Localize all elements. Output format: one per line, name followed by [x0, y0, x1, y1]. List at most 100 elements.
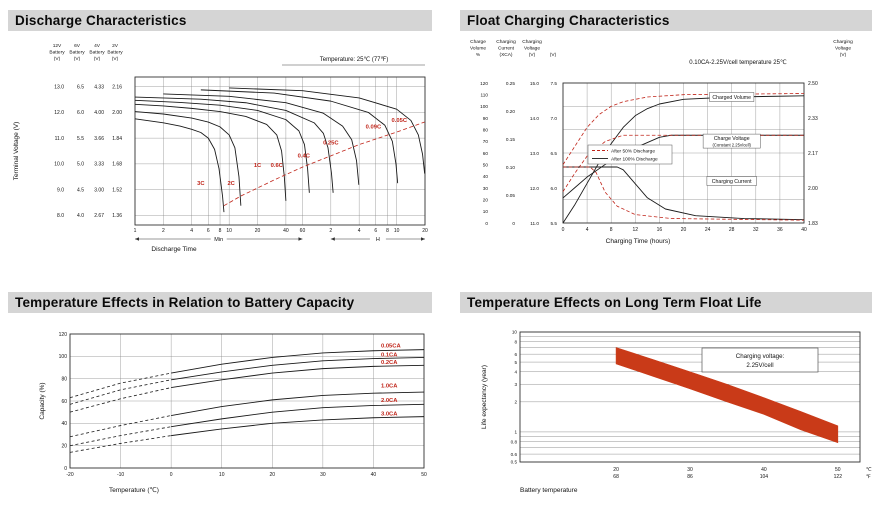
series-label: Charge Voltage: [714, 136, 750, 142]
voltage-tick-label: 10.0: [54, 162, 64, 168]
left-axis-tick: 90: [483, 116, 489, 121]
x-tick: -10: [117, 472, 124, 478]
rate-label: 0.05CA: [381, 343, 401, 349]
x-tick-fahrenheit: 104: [760, 474, 769, 480]
right-axis-tick: 1.83: [808, 221, 818, 227]
voltage-tick-label: 3.33: [94, 162, 104, 168]
rate-label: 1.0CA: [381, 384, 398, 390]
left-axis-tick: 6.5: [550, 151, 557, 156]
left-axis-tick: 0: [485, 221, 488, 226]
axis-header: Voltage: [524, 46, 540, 52]
x-tick-minutes: 4: [190, 228, 193, 234]
x-tick: 50: [421, 472, 427, 478]
x-axis-label: Battery temperature: [520, 487, 578, 494]
y-tick: 20: [61, 443, 67, 449]
x-tick: 32: [753, 227, 759, 233]
left-axis-tick: 100: [480, 104, 488, 109]
temp-capacity-panel-header: Temperature Effects in Relation to Batte…: [8, 292, 432, 313]
plot-border: [69, 333, 425, 469]
discharge-curve-0.4C: [134, 96, 334, 193]
discharge-curve-0.25C: [163, 93, 360, 185]
scale-header: (V): [74, 56, 81, 62]
arrowhead-icon: [298, 237, 303, 241]
left-axis-tick: 14.0: [530, 116, 540, 121]
x-tick-fahrenheit: 86: [687, 474, 693, 480]
voltage-tick-label: 6.5: [77, 84, 84, 90]
left-axis-tick: 110: [481, 92, 489, 97]
fahrenheit-unit-label: ℉: [866, 474, 871, 480]
axis-unit: %: [476, 52, 481, 58]
discharge-curve-2C: [134, 111, 242, 206]
x-tick: 20: [270, 472, 276, 478]
y-tick: 0: [64, 466, 67, 472]
float-life-panel-header: Temperature Effects on Long Term Float L…: [460, 292, 872, 313]
plot-border: [519, 331, 861, 463]
axis-unit: (XCA): [499, 52, 512, 58]
y-axis-label: Life expectancy (year): [481, 365, 488, 429]
float-life-panel-title: Temperature Effects on Long Term Float L…: [467, 295, 762, 310]
conditions-note: 0.10CA-2.25V/cell temperature 25℃: [689, 59, 787, 66]
left-axis-tick: 0.05: [506, 193, 516, 198]
scale-header: 4V: [94, 43, 101, 49]
x-tick: 36: [777, 227, 783, 233]
scale-header: Battery: [69, 50, 85, 56]
y-tick: 5: [514, 360, 517, 365]
x-tick: 40: [801, 227, 807, 233]
plot-border: [134, 76, 426, 226]
x-tick: 40: [371, 472, 377, 478]
left-axis-tick: 13.0: [530, 151, 540, 156]
y-tick: 3: [514, 382, 517, 387]
scale-header: (V): [112, 56, 119, 62]
curve-3.0CA: [171, 416, 425, 437]
x-tick-fahrenheit: 68: [613, 474, 619, 480]
voltage-tick-label: 3.66: [94, 136, 104, 142]
scale-header: 12V: [53, 43, 62, 49]
x-tick-minutes: 2: [162, 228, 165, 234]
series-label: Charging Current: [712, 179, 752, 185]
voltage-tick-label: 11.0: [55, 136, 65, 142]
x-tick-hours: 10: [394, 228, 400, 234]
curve-0.2CA: [171, 364, 425, 389]
arrowhead-icon: [421, 237, 425, 241]
axis-unit: (V): [550, 52, 557, 58]
curve-0.05CA: [171, 349, 425, 374]
scale-header: Battery: [107, 50, 123, 56]
x-tick: 30: [320, 472, 326, 478]
x-tick: 8: [610, 227, 613, 233]
right-axis-tick: 2.50: [808, 81, 818, 87]
x-tick-minutes: 6: [207, 228, 210, 234]
temperature-capacity-chart: -20 -10 0 10 20 30 40 50 0 20 40 60 80 100 120 Capacity…: [39, 332, 427, 494]
voltage-tick-label: 1.52: [112, 187, 122, 193]
axis-header: Current: [498, 46, 515, 52]
rate-label: 3.0CA: [381, 412, 398, 418]
x-tick-hours: 20: [422, 228, 428, 234]
discharge-curve-0.6C: [134, 99, 310, 193]
curve-0.1CA: [171, 357, 425, 381]
left-axis-tick: 5.5: [550, 221, 557, 226]
left-axis-tick: 10: [483, 209, 489, 214]
series-label: Charged Volume: [712, 95, 751, 101]
axis-header: Charging: [833, 39, 853, 45]
x-tick-fahrenheit: 122: [834, 474, 843, 480]
left-axis-tick: 50: [483, 162, 489, 167]
x-tick-hours: 8: [386, 228, 389, 234]
right-axis-tick: 2.33: [808, 116, 818, 122]
temperature-note: Temperature: 25℃ (77℉): [320, 56, 388, 63]
left-axis-tick: 7.0: [550, 116, 557, 121]
y-tick: 10: [512, 330, 518, 335]
x-tick: 12: [633, 227, 639, 233]
left-axis-tick: 11.0: [530, 221, 539, 226]
curve-0.2CA-dashed: [69, 387, 172, 413]
voltage-tick-label: 1.68: [112, 162, 122, 168]
rate-label: 1C: [254, 163, 262, 169]
x-tick-minutes: 60: [300, 228, 306, 234]
x-tick: 28: [729, 227, 735, 233]
voltage-tick-label: 13.0: [54, 84, 64, 90]
axis-header: Volume: [470, 46, 486, 52]
x-tick-minutes: 40: [283, 228, 289, 234]
curve-charging-current-after-50: [563, 166, 805, 221]
left-axis-tick: 0.20: [506, 109, 516, 114]
scale-header: 6V: [74, 43, 81, 49]
x-tick: 0: [562, 227, 565, 233]
legend-box: [587, 144, 673, 165]
